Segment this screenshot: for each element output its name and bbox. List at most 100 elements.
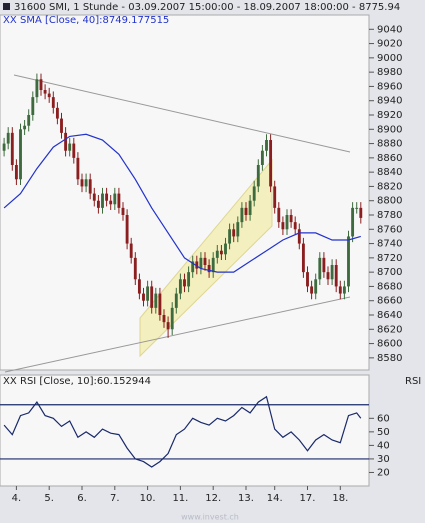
candle-body [219,250,223,255]
candle-body [35,79,39,98]
candle-body [232,229,236,237]
symbol-icon [3,3,10,10]
candle-body [72,143,76,158]
candle-body [256,165,260,187]
y-tick-label: 8680 [377,281,402,292]
candle-body [215,250,219,258]
x-tick-label: 5. [44,493,54,504]
candle-body [39,79,43,90]
y-tick-label: 8600 [377,339,402,350]
y-tick-label: 9000 [377,53,402,64]
y-tick-label: 8700 [377,267,402,278]
candle-body [342,286,346,294]
candle-body [162,315,166,323]
candle-body [236,222,240,237]
candle-body [281,222,285,230]
candle-body [158,293,162,315]
candle-body [191,261,195,273]
trend-line [4,296,351,373]
candle-body [2,143,6,151]
candle-body [146,286,150,301]
y-tick-label: 8900 [377,124,402,135]
candle-body [178,279,182,294]
x-tick-label: 7. [110,493,120,504]
trend-line [13,74,351,153]
panel-label: RSI [405,376,421,387]
y-tick-label: 8580 [377,353,402,364]
candle-body [154,293,158,308]
indicator-icon: XX [3,376,17,387]
candle-body [125,215,129,244]
candle-body [142,293,145,301]
candle-body [310,286,314,294]
sma-line [3,133,361,273]
y-tick-label: 8920 [377,110,402,121]
candle-body [174,293,178,308]
y-tick-label: 8960 [377,81,402,92]
y-tick-label: 8760 [377,224,402,235]
candle-body [166,322,170,330]
y-tick-label: 8800 [377,196,402,207]
y-tick-label: 8640 [377,310,402,321]
x-tick-label: 12. [205,493,221,504]
candle-body [199,257,203,269]
candle-body [43,90,47,94]
y-tick-label: 30 [377,454,390,465]
candle-body [96,200,100,208]
candle-body [314,279,318,294]
y-tick-label: 40 [377,440,390,451]
candle-body [207,265,211,273]
candle-body [117,193,121,208]
candle-body [55,107,59,119]
candle-body [244,207,248,215]
candle-body [113,193,117,205]
candle-body [228,229,232,244]
y-tick-label: 60 [377,413,390,424]
price-panel [0,14,370,371]
x-tick-label: 17. [300,493,316,504]
candle-body [88,179,92,194]
candle-body [105,193,109,201]
chart-title: 31600 SMI, 1 Stunde - 03.09.2007 15:00:0… [14,2,400,13]
candle-body [203,257,207,265]
y-tick-label: 8720 [377,253,402,264]
candle-body [318,257,322,280]
y-tick-label: 8840 [377,167,402,178]
candle-body [330,265,334,280]
candle-body [322,257,326,273]
y-tick-label: 8660 [377,296,402,307]
candle-body [47,93,51,98]
candle-body [277,207,281,223]
x-tick-label: 4. [12,493,22,504]
candle-body [84,179,88,187]
x-tick-label: 11. [172,493,188,504]
y-tick-label: 8780 [377,210,402,221]
candle-body [326,272,330,280]
candle-body [10,132,14,165]
candle-body [129,243,133,258]
y-tick-label: 8860 [377,153,402,164]
rsi-line [3,395,362,468]
candle-body [224,243,227,255]
y-tick-label: 50 [377,427,390,438]
candle-body [211,257,215,273]
candle-body [137,279,141,294]
candle-body [273,186,277,208]
candle-body [351,207,355,237]
candle-body [260,150,264,165]
candle-body [109,200,113,205]
candle-body [170,307,174,330]
rsi-panel [0,374,370,487]
y-tick-label: 9040 [377,24,402,35]
candle-body [265,140,268,151]
y-tick-label: 8880 [377,139,402,150]
candle-body [269,140,273,187]
candle-body [248,200,252,215]
candle-body [80,179,84,187]
candle-body [101,193,104,208]
candle-body [306,272,309,287]
candle-body [289,215,293,223]
candle-body [133,257,137,280]
candle-body [240,207,244,223]
